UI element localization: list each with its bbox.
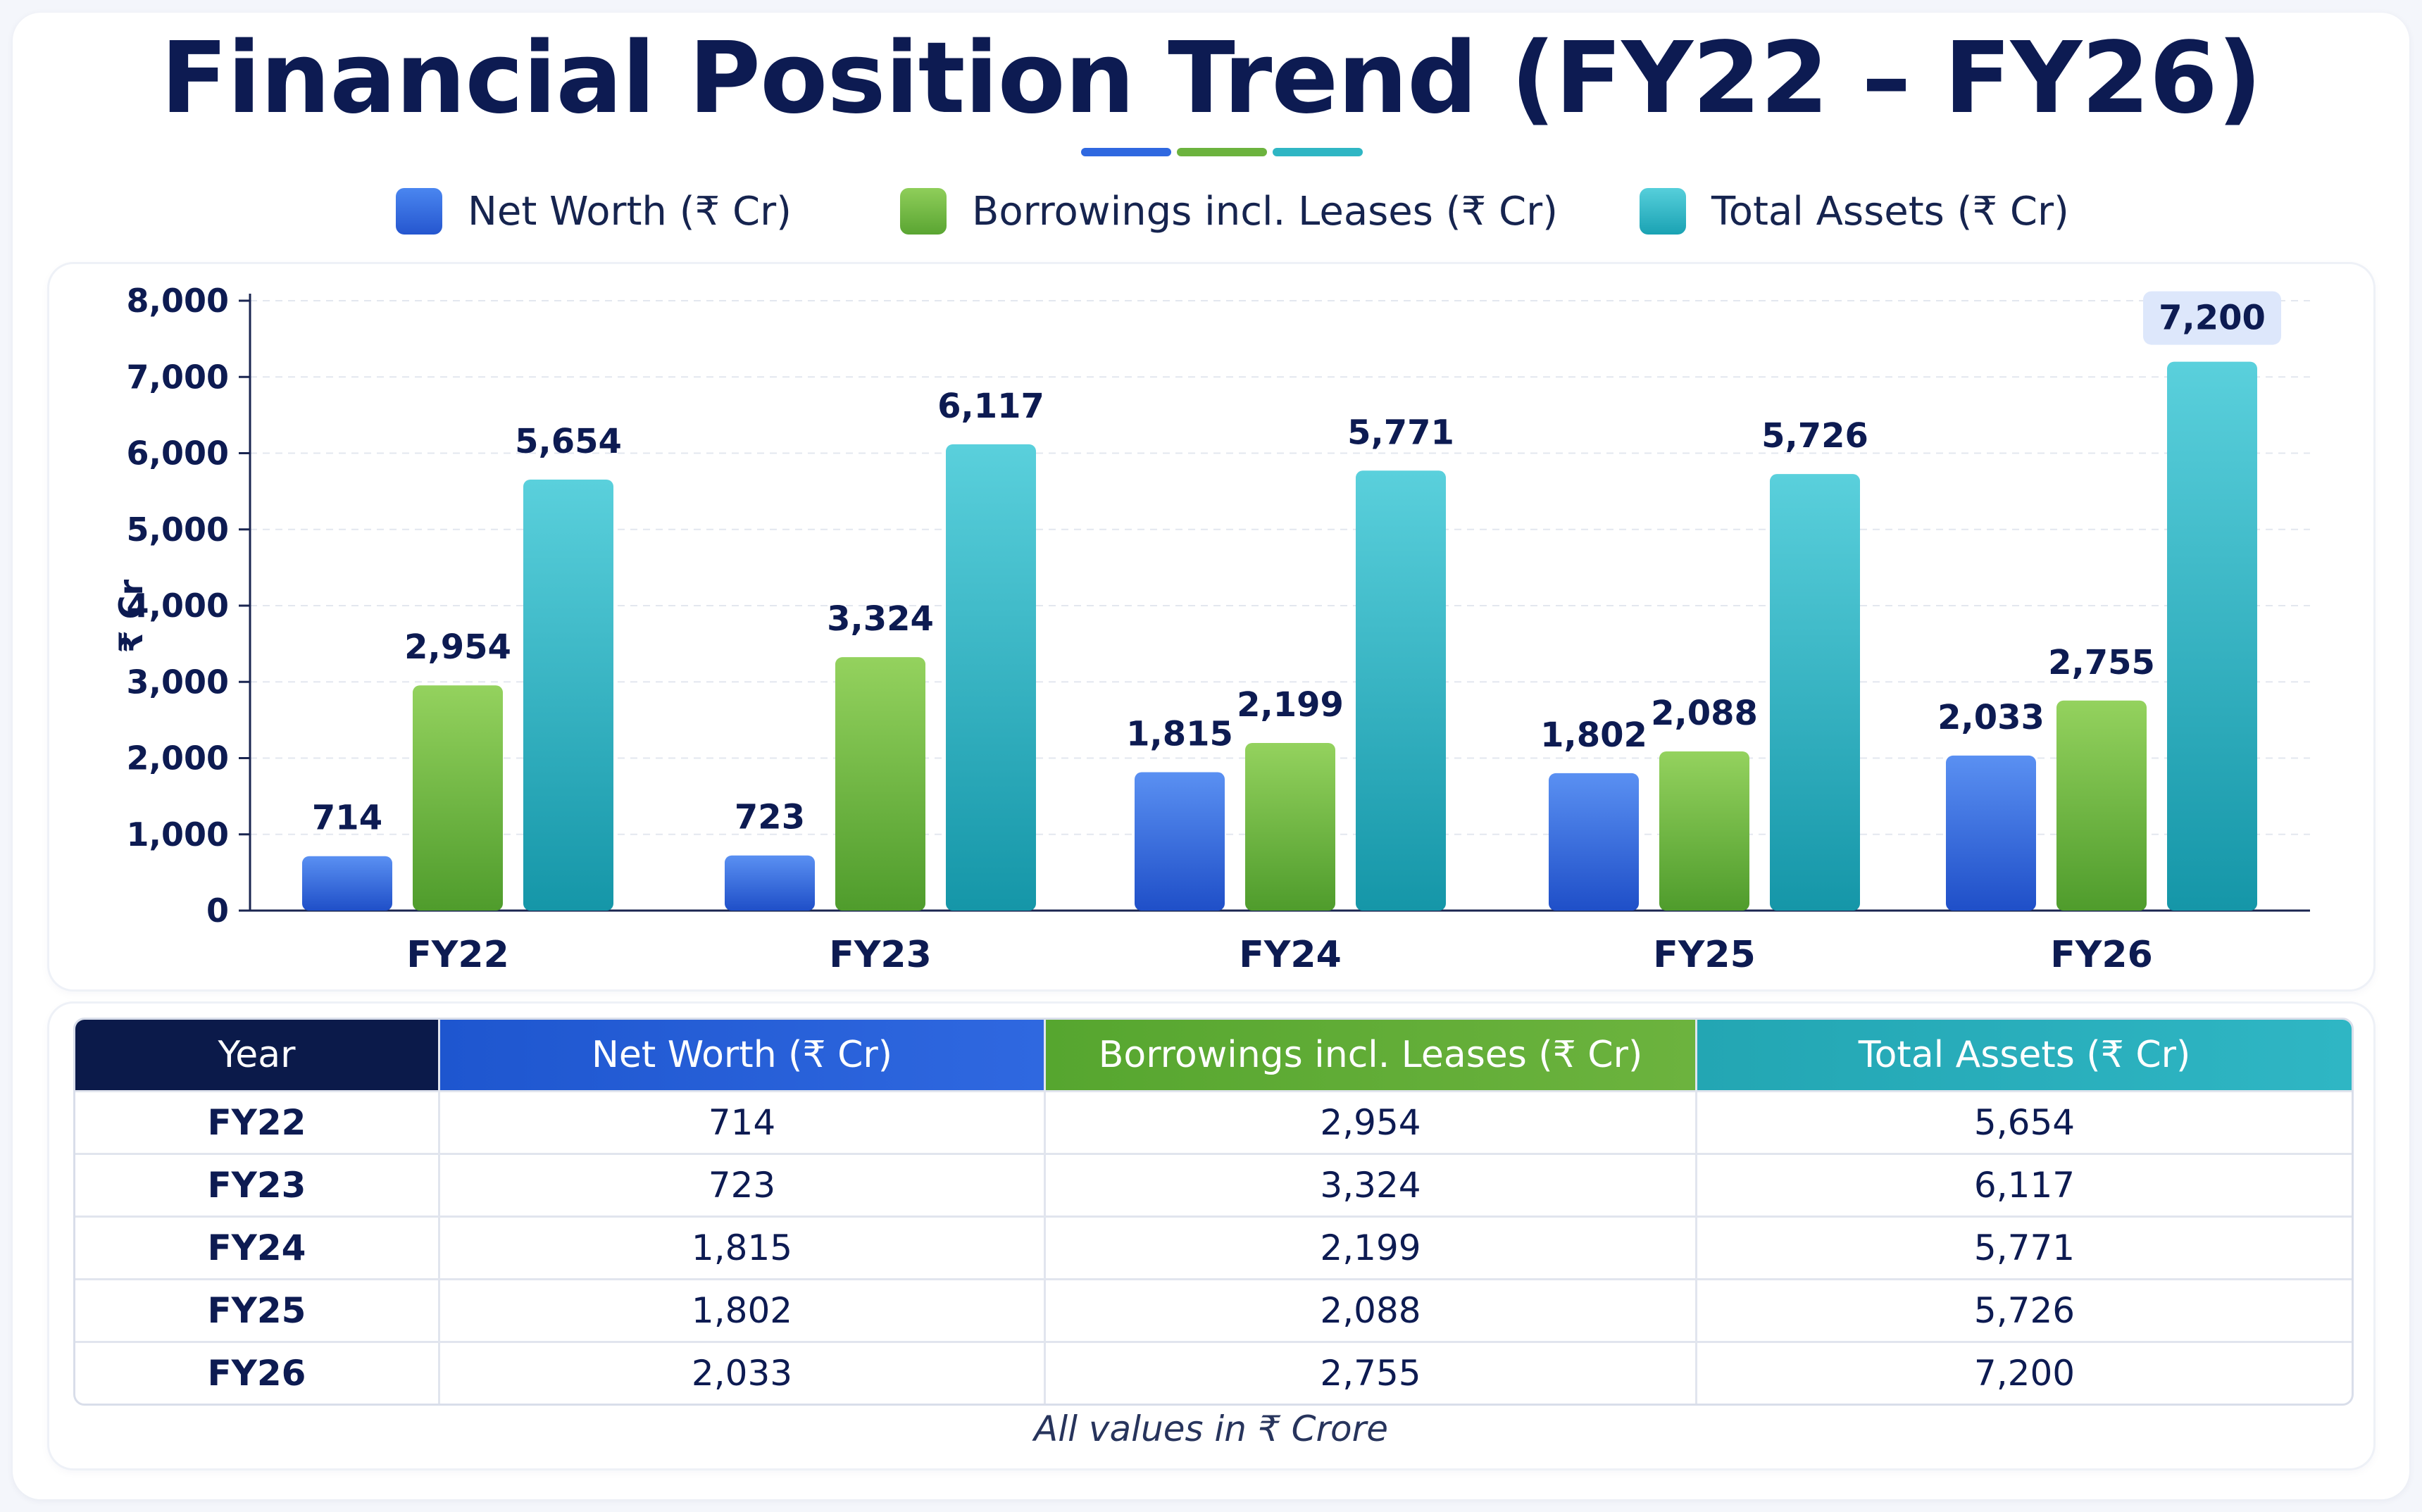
bar-borrowings: [835, 657, 925, 911]
bar-borrowings: [413, 685, 503, 911]
cell-total-assets: 5,771: [1695, 1216, 2352, 1278]
table-card: Year Net Worth (₹ Cr) Borrowings incl. L…: [49, 1004, 2373, 1468]
data-label: 1,815: [1126, 715, 1233, 754]
x-tick-label: FY23: [829, 934, 932, 976]
data-label: 2,033: [1937, 698, 2045, 737]
table-row: FY24 1,815 2,199 5,771: [75, 1216, 2352, 1278]
data-label: 2,199: [1237, 685, 1344, 725]
y-tick-label: 3,000: [126, 663, 229, 701]
table-row: FY25 1,802 2,088 5,726: [75, 1278, 2352, 1341]
table-header-row: Year Net Worth (₹ Cr) Borrowings incl. L…: [75, 1020, 2352, 1090]
legend-label-borrowings: Borrowings incl. Leases (₹ Cr): [972, 188, 1558, 235]
bar-net-worth: [725, 855, 815, 911]
legend-label-total-assets: Total Assets (₹ Cr): [1711, 188, 2069, 235]
bar-net-worth: [1946, 755, 2036, 911]
cell-year: FY23: [75, 1153, 438, 1216]
data-label: 5,654: [515, 422, 622, 461]
y-axis-label: ₹ Cr: [112, 579, 150, 653]
legend-borrowings: Borrowings incl. Leases (₹ Cr): [900, 185, 1558, 238]
data-label: 2,755: [2048, 643, 2155, 682]
cell-borrowings: 2,088: [1044, 1278, 1695, 1341]
table-row: FY26 2,033 2,755 7,200: [75, 1341, 2352, 1404]
cell-borrowings: 2,199: [1044, 1216, 1695, 1278]
cell-total-assets: 7,200: [1695, 1341, 2352, 1404]
y-tick-label: 5,000: [126, 511, 229, 549]
page-title: Financial Position Trend (FY22 – FY26): [160, 21, 2262, 136]
cell-net-worth: 1,815: [438, 1216, 1044, 1278]
data-label: 1,802: [1540, 716, 1647, 755]
legend-swatch-borrowings: [900, 188, 947, 235]
bar-net-worth: [302, 856, 392, 911]
table-row: FY22 714 2,954 5,654: [75, 1090, 2352, 1153]
data-label: 6,117: [937, 387, 1044, 426]
chart-card: 0 1,000 2,000 3,000 4,000 5,000 6,000 7,000 8,00…: [49, 264, 2373, 989]
x-tick-label: FY25: [1653, 934, 1756, 976]
header-borrowings: Borrowings incl. Leases (₹ Cr): [1044, 1020, 1695, 1090]
y-tick-label: 6,000: [126, 435, 229, 473]
cell-total-assets: 6,117: [1695, 1153, 2352, 1216]
cell-borrowings: 3,324: [1044, 1153, 1695, 1216]
legend-label-net-worth: Net Worth (₹ Cr): [468, 188, 792, 235]
y-tick-label: 1,000: [126, 816, 229, 854]
y-tick-label: 4,000: [126, 587, 229, 625]
data-table: Year Net Worth (₹ Cr) Borrowings incl. L…: [73, 1018, 2354, 1406]
title-accent-teal: [1273, 148, 1363, 156]
bar-total-assets: [523, 479, 613, 911]
cell-year: FY25: [75, 1278, 438, 1341]
cell-net-worth: 2,033: [438, 1341, 1044, 1404]
bar-total-assets: [1356, 470, 1446, 911]
bar-total-assets: [1770, 474, 1860, 911]
bar-borrowings: [2056, 700, 2147, 911]
header-year: Year: [75, 1020, 438, 1090]
data-label: 5,726: [1761, 416, 1868, 456]
cell-borrowings: 2,755: [1044, 1341, 1695, 1404]
header-net-worth: Net Worth (₹ Cr): [438, 1020, 1044, 1090]
bar-chart: 0 1,000 2,000 3,000 4,000 5,000 6,000 7,000 8,00…: [112, 282, 2310, 976]
x-tick-label: FY22: [406, 934, 509, 976]
cell-net-worth: 1,802: [438, 1278, 1044, 1341]
y-tick-label: 7,000: [126, 358, 229, 396]
legend-total-assets: Total Assets (₹ Cr): [1640, 185, 2069, 238]
cell-borrowings: 2,954: [1044, 1090, 1695, 1153]
highlight-badge: [2143, 291, 2281, 345]
data-label: 5,771: [1347, 413, 1454, 452]
table-row: FY23 723 3,324 6,117: [75, 1153, 2352, 1216]
legend-net-worth: Net Worth (₹ Cr): [396, 185, 792, 238]
data-label: 2,954: [404, 627, 511, 667]
x-tick-label: FY24: [1239, 934, 1342, 976]
cell-year: FY24: [75, 1216, 438, 1278]
title-accent-green: [1177, 148, 1267, 156]
y-tick-label: 8,000: [126, 282, 229, 320]
cell-year: FY26: [75, 1341, 438, 1404]
title-accent-blue: [1081, 148, 1171, 156]
cell-net-worth: 714: [438, 1090, 1044, 1153]
data-label: 2,088: [1651, 694, 1758, 733]
legend-swatch-net-worth: [396, 188, 442, 235]
legend-swatch-total-assets: [1640, 188, 1686, 235]
cell-year: FY22: [75, 1090, 438, 1153]
y-tick-label: 0: [206, 892, 229, 930]
cell-total-assets: 5,654: [1695, 1090, 2352, 1153]
cell-total-assets: 5,726: [1695, 1278, 2352, 1341]
y-tick-label: 2,000: [126, 739, 229, 777]
cell-net-worth: 723: [438, 1153, 1044, 1216]
bar-total-assets: [946, 444, 1036, 911]
data-label: 3,324: [827, 599, 934, 639]
footnote: All values in ₹ Crore: [1034, 1408, 1388, 1449]
x-tick-label: FY26: [2050, 934, 2153, 976]
header-total-assets: Total Assets (₹ Cr): [1695, 1020, 2352, 1090]
bar-net-worth: [1135, 772, 1225, 911]
bar-borrowings: [1245, 742, 1335, 911]
data-label: 7,200: [2159, 299, 2266, 338]
data-label: 714: [312, 799, 382, 838]
bar-total-assets: [2167, 361, 2257, 911]
data-label: 723: [735, 798, 805, 837]
bar-borrowings: [1659, 751, 1749, 911]
bar-net-worth: [1549, 773, 1639, 911]
